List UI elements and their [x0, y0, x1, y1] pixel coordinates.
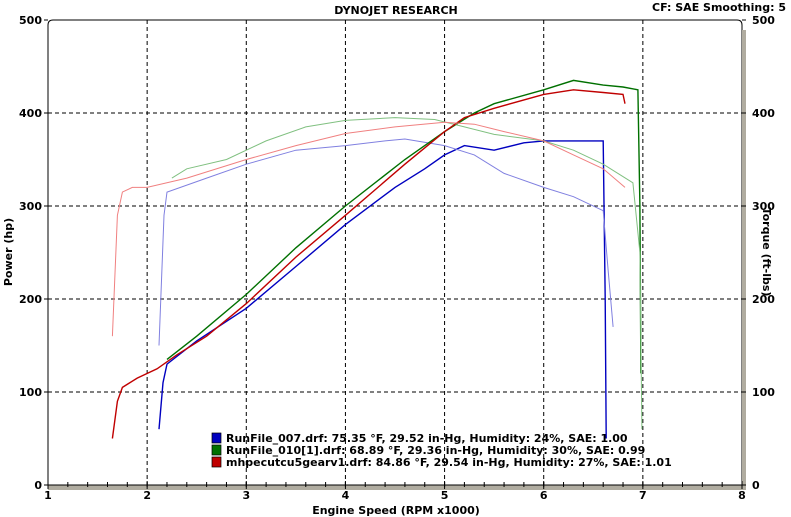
- legend-swatch: [211, 432, 222, 444]
- x-tick-label: 7: [639, 489, 647, 502]
- legend-swatch: [211, 444, 222, 456]
- chart-subtitle: CF: SAE Smoothing: 5: [652, 1, 786, 14]
- x-tick-label: 4: [342, 489, 350, 502]
- y2-tick-label: 100: [752, 386, 775, 399]
- y2-axis-label: Torque (ft-lbs): [760, 208, 773, 297]
- x-tick-label: 5: [441, 489, 449, 502]
- y-tick-label: 300: [19, 200, 42, 213]
- legend-entry: RunFile_010[1].drf: 68.89 °F, 29.36 in-H…: [226, 444, 645, 457]
- x-tick-label: 2: [143, 489, 151, 502]
- y2-tick-label: 300: [752, 200, 775, 213]
- x-axis-bar: [48, 485, 746, 490]
- plot-frame-top: [47, 19, 743, 26]
- x-tick-label: 1: [44, 489, 52, 502]
- series-line-power-2: [166, 79, 642, 374]
- right-shadow: [742, 30, 746, 485]
- series-line-power-4: [111, 89, 626, 439]
- y2-tick-label: 0: [752, 479, 760, 492]
- legend-entry: RunFile_007.drf: 75.35 °F, 29.52 in-Hg, …: [226, 432, 628, 445]
- series-line-torque-3: [171, 117, 643, 430]
- x-axis-label: Engine Speed (RPM x1000): [312, 504, 480, 517]
- y-tick-label: 200: [19, 293, 42, 306]
- y-tick-label: 400: [19, 107, 42, 120]
- x-tick-label: 8: [738, 489, 746, 502]
- series-line-torque-5: [111, 121, 626, 337]
- chart-title: DYNOJET RESEARCH: [334, 4, 457, 17]
- y-axis-label: Power (hp): [2, 218, 15, 286]
- y-tick-label: 0: [34, 479, 42, 492]
- y-tick-label: 500: [19, 14, 42, 27]
- x-tick-label: 3: [242, 489, 250, 502]
- y2-tick-label: 400: [752, 107, 775, 120]
- y2-tick-label: 500: [752, 14, 775, 27]
- series-line-torque-1: [158, 138, 614, 346]
- y-tick-label: 100: [19, 386, 42, 399]
- x-tick-label: 6: [540, 489, 548, 502]
- legend-entry: mhpecutcu5gearv1.drf: 84.86 °F, 29.54 in…: [226, 456, 672, 469]
- y2-tick-label: 200: [752, 293, 775, 306]
- legend-swatch: [211, 456, 222, 468]
